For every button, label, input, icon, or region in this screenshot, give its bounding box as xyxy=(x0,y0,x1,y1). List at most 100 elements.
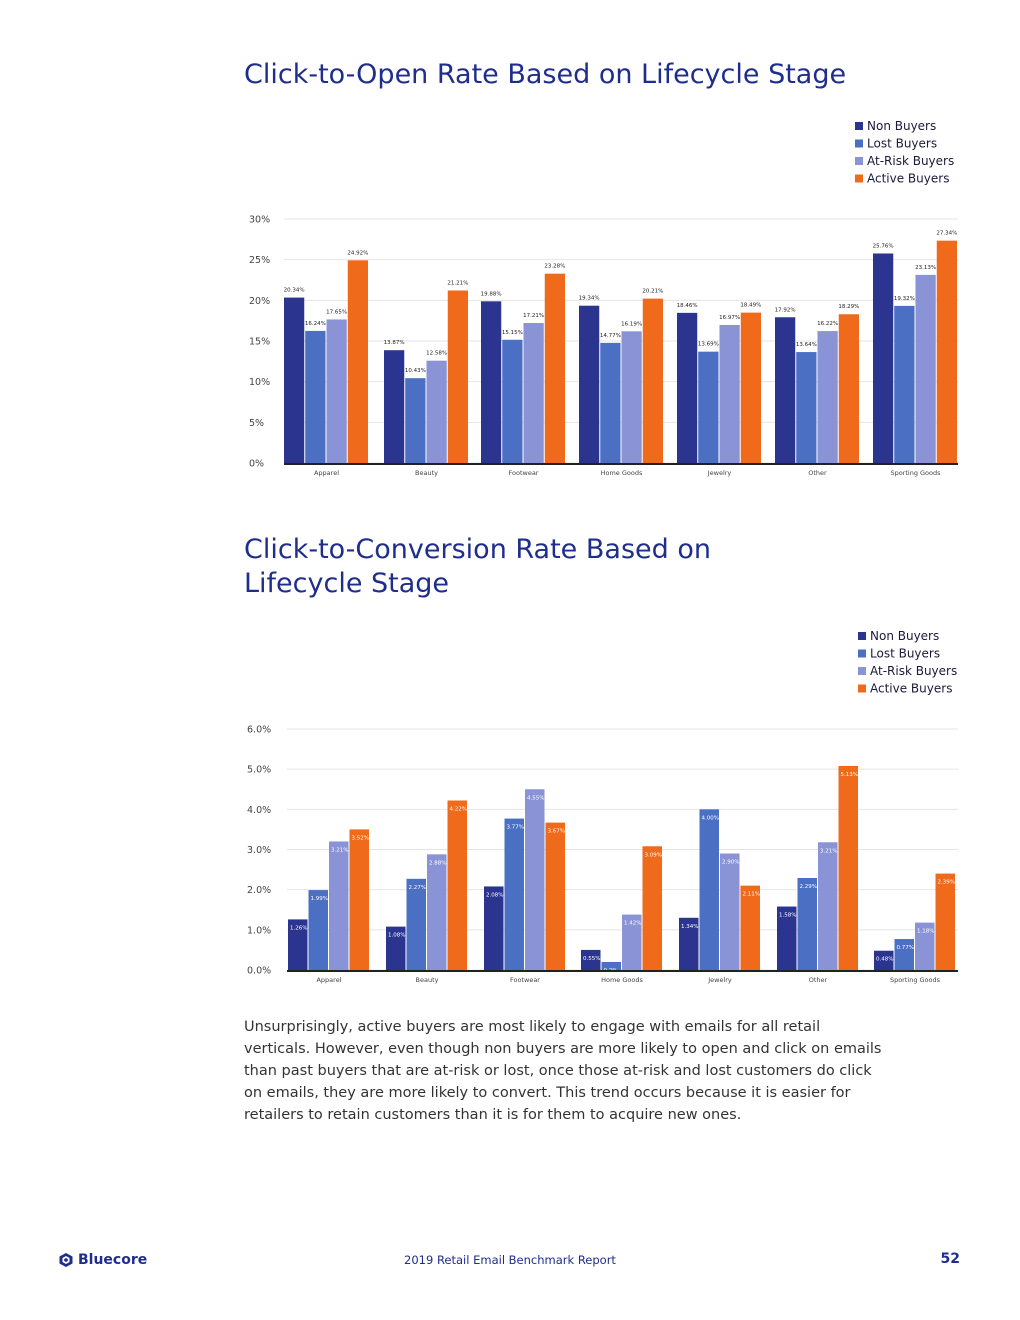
data-label-beauty-lost-buyers: 2.27% xyxy=(409,885,426,891)
click-to-conversion-chart: 0.0% 1.0% 2.0% 3.0% 4.0% 5.0% 6.0% Non Buyers Lo… xyxy=(247,629,958,984)
bar-apparel-at-risk-buyers xyxy=(326,319,347,463)
legend-swatch-lost-buyers xyxy=(855,139,863,148)
bar-beauty-active-buyers xyxy=(447,800,467,970)
data-label-other-at-risk-buyers: 16.22% xyxy=(817,321,838,327)
bar-jewelry-non-buyers xyxy=(677,312,698,463)
legend-label-at-risk-buyers: At-Risk Buyers xyxy=(867,154,954,168)
bar-other-non-buyers xyxy=(777,906,797,970)
bar-jewelry-active-buyers xyxy=(740,885,760,970)
data-label-home-goods-at-risk-buyers: 1.42% xyxy=(624,921,641,927)
data-label-sporting-goods-at-risk-buyers: 23.13% xyxy=(915,265,936,271)
bar-home-goods-active-buyers xyxy=(642,846,662,970)
data-label-footwear-at-risk-buyers: 17.21% xyxy=(523,313,544,319)
data-label-other-non-buyers: 17.92% xyxy=(775,307,796,313)
data-label-sporting-goods-lost-buyers: 19.32% xyxy=(894,296,915,302)
data-label-home-goods-active-buyers: 3.09% xyxy=(645,852,662,858)
legend-swatch-at-risk-buyers xyxy=(855,157,863,165)
x-tick-label-home-goods: Home Goods xyxy=(601,976,643,984)
bluecore-logo-text: Bluecore xyxy=(78,1252,148,1268)
legend-label-lost-buyers: Lost Buyers xyxy=(870,647,940,661)
click-to-open-chart: 0% 5% 10% 15% 20% 25% 30% Non Buyers Lost Buyers… xyxy=(249,119,958,477)
y-tick-label: 6.0% xyxy=(247,725,271,736)
data-label-jewelry-non-buyers: 18.46% xyxy=(677,303,698,309)
data-label-other-active-buyers: 18.29% xyxy=(838,304,859,310)
data-label-jewelry-active-buyers: 2.11% xyxy=(743,892,760,898)
y-tick-label: 1.0% xyxy=(247,925,271,936)
data-label-sporting-goods-active-buyers: 2.39% xyxy=(938,880,955,886)
data-label-footwear-non-buyers: 2.08% xyxy=(486,892,503,898)
data-label-home-goods-non-buyers: 19.34% xyxy=(579,296,600,302)
legend-swatch-active-buyers xyxy=(855,174,863,183)
data-label-footwear-at-risk-buyers: 4.55% xyxy=(527,795,544,801)
bar-jewelry-non-buyers xyxy=(679,917,699,970)
bar-home-goods-lost-buyers xyxy=(601,961,621,970)
bar-beauty-non-buyers xyxy=(386,926,406,970)
bar-beauty-active-buyers xyxy=(447,290,468,463)
bar-apparel-non-buyers xyxy=(288,919,308,970)
bar-other-lost-buyers xyxy=(797,878,817,970)
bar-sporting-goods-non-buyers xyxy=(873,253,894,463)
legend-label-active-buyers: Active Buyers xyxy=(867,172,949,186)
data-label-apparel-active-buyers: 3.52% xyxy=(352,835,369,841)
bar-footwear-non-buyers xyxy=(484,886,504,970)
data-label-sporting-goods-non-buyers: 25.76% xyxy=(873,243,894,249)
data-label-beauty-at-risk-buyers: 12.58% xyxy=(426,351,447,357)
bar-footwear-at-risk-buyers xyxy=(523,323,544,463)
bar-apparel-active-buyers xyxy=(347,260,368,463)
bluecore-logo: Bluecore xyxy=(58,1250,147,1270)
bar-jewelry-lost-buyers xyxy=(698,351,719,463)
bar-footwear-active-buyers xyxy=(545,822,565,970)
bar-home-goods-non-buyers xyxy=(579,305,600,463)
data-label-footwear-lost-buyers: 15.15% xyxy=(502,330,523,336)
x-tick-label-beauty: Beauty xyxy=(416,976,439,984)
data-label-apparel-at-risk-buyers: 17.65% xyxy=(326,309,347,315)
data-label-home-goods-active-buyers: 20.21% xyxy=(642,289,663,295)
data-label-footwear-active-buyers: 3.67% xyxy=(548,829,565,835)
bar-other-active-buyers xyxy=(838,765,858,970)
bar-apparel-lost-buyers xyxy=(305,330,326,463)
x-tick-label-sporting-goods: Sporting Goods xyxy=(890,469,941,477)
bar-sporting-goods-at-risk-buyers xyxy=(915,922,935,970)
bar-beauty-at-risk-buyers xyxy=(426,360,447,463)
data-label-home-goods-lost-buyers: 14.77% xyxy=(600,333,621,339)
report-title: 2019 Retail Email Benchmark Report xyxy=(404,1253,616,1267)
bar-beauty-at-risk-buyers xyxy=(427,854,447,970)
legend-label-non-buyers: Non Buyers xyxy=(870,629,939,643)
bar-footwear-non-buyers xyxy=(481,301,502,463)
x-tick-label-other: Other xyxy=(809,976,828,984)
bar-apparel-active-buyers xyxy=(349,829,369,970)
data-label-footwear-non-buyers: 19.88% xyxy=(481,291,502,297)
bar-jewelry-active-buyers xyxy=(740,312,761,463)
bar-apparel-lost-buyers xyxy=(308,890,328,970)
data-label-jewelry-at-risk-buyers: 16.97% xyxy=(719,315,740,321)
bar-sporting-goods-at-risk-buyers xyxy=(915,274,936,463)
data-label-sporting-goods-active-buyers: 27.34% xyxy=(936,231,957,237)
bar-beauty-non-buyers xyxy=(384,350,405,463)
bar-beauty-lost-buyers xyxy=(406,878,426,970)
x-tick-label-jewelry: Jewelry xyxy=(707,469,732,477)
bar-other-lost-buyers xyxy=(796,352,817,463)
data-label-jewelry-at-risk-buyers: 2.90% xyxy=(722,860,739,866)
chart2-title: Click-to-Conversion Rate Based on Lifecy… xyxy=(244,534,711,599)
x-tick-label-footwear: Footwear xyxy=(510,976,540,984)
data-label-apparel-non-buyers: 1.26% xyxy=(290,925,307,931)
data-label-other-lost-buyers: 2.29% xyxy=(800,884,817,890)
x-tick-label-footwear: Footwear xyxy=(509,469,539,477)
bar-sporting-goods-active-buyers xyxy=(936,240,957,463)
bar-beauty-lost-buyers xyxy=(405,378,426,463)
y-tick-label: 25% xyxy=(249,255,270,266)
bar-footwear-lost-buyers xyxy=(504,818,524,970)
bar-jewelry-lost-buyers xyxy=(699,809,719,970)
bar-footwear-active-buyers xyxy=(544,273,565,463)
body-paragraph: Unsurprisingly, active buyers are most l… xyxy=(244,1019,882,1123)
bar-home-goods-at-risk-buyers xyxy=(621,331,642,463)
y-tick-label: 4.0% xyxy=(247,805,271,816)
data-label-jewelry-non-buyers: 1.34% xyxy=(681,924,698,930)
x-tick-label-beauty: Beauty xyxy=(415,469,438,477)
bar-sporting-goods-active-buyers xyxy=(935,873,955,970)
data-label-sporting-goods-at-risk-buyers: 1.18% xyxy=(917,929,934,935)
data-label-beauty-active-buyers: 4.22% xyxy=(450,806,467,812)
data-label-sporting-goods-non-buyers: 0.48% xyxy=(876,957,893,963)
legend-swatch-at-risk-buyers xyxy=(858,667,866,675)
data-label-beauty-active-buyers: 21.21% xyxy=(447,280,468,286)
